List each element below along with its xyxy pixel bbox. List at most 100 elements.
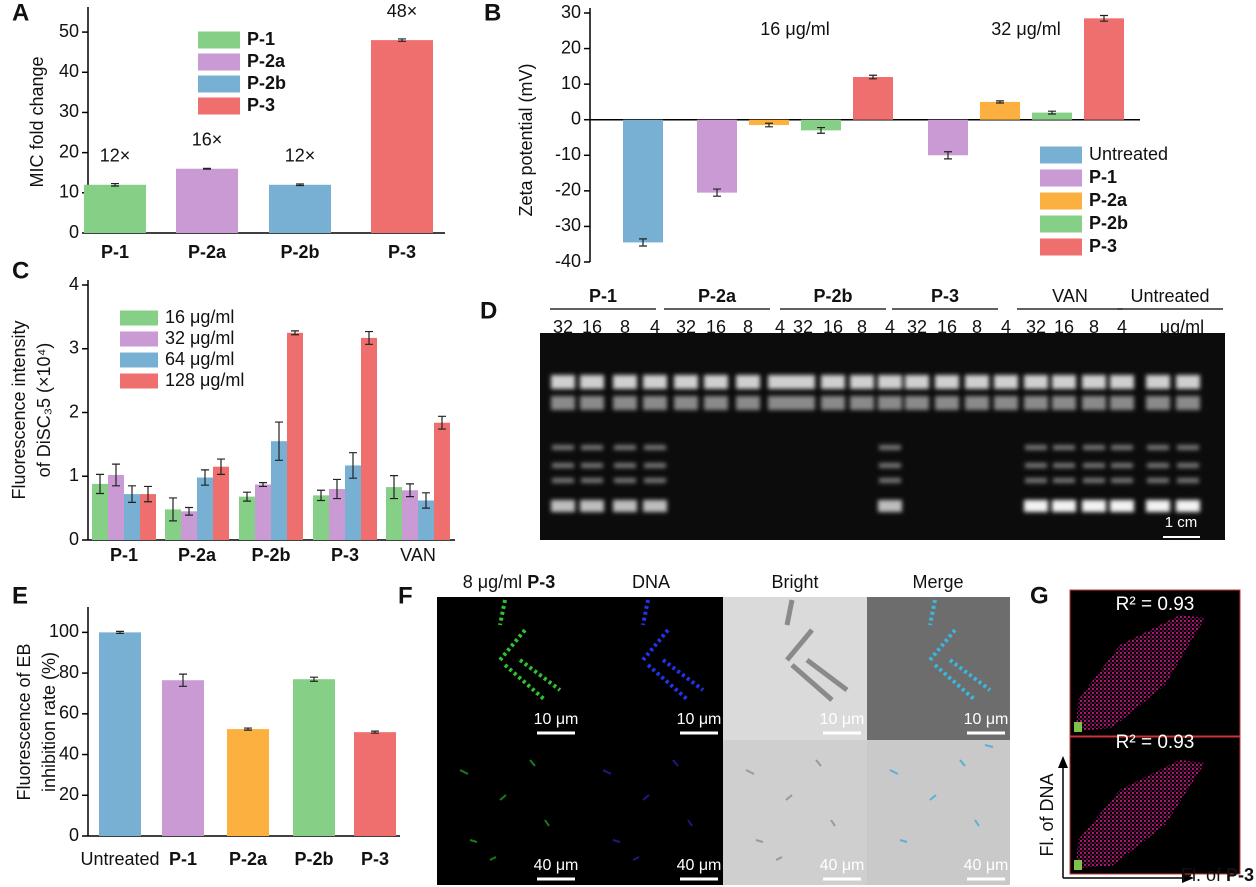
error-bar bbox=[765, 122, 773, 128]
gel-band bbox=[1147, 463, 1169, 468]
gel-band bbox=[821, 375, 845, 389]
gel-band bbox=[613, 396, 637, 410]
gel-band bbox=[1146, 500, 1170, 512]
bar bbox=[434, 422, 450, 540]
gel-band bbox=[551, 375, 575, 389]
error-bar bbox=[310, 676, 318, 682]
gel-lane-label: 16 bbox=[706, 317, 726, 337]
gel-lane-label: 8 bbox=[743, 317, 753, 337]
r-squared-label: R² = 0.93 bbox=[1116, 594, 1195, 615]
error-bar bbox=[296, 183, 304, 187]
gel-band bbox=[1083, 463, 1105, 468]
y-tick-label: 80 bbox=[59, 662, 79, 682]
legend-swatch bbox=[1040, 169, 1082, 187]
gel-band bbox=[879, 478, 901, 483]
gel-band bbox=[580, 500, 604, 512]
x-tick-label: P-2a bbox=[188, 242, 227, 262]
y-tick-label: 0 bbox=[571, 108, 581, 128]
bar bbox=[697, 119, 737, 193]
y-tick-label: 1 bbox=[69, 465, 79, 485]
gel-band bbox=[613, 500, 637, 512]
legend-swatch bbox=[120, 373, 158, 389]
bar bbox=[287, 332, 303, 540]
bar bbox=[749, 119, 789, 126]
bar bbox=[227, 729, 269, 836]
gel-band bbox=[1110, 375, 1134, 389]
gel-band bbox=[1111, 478, 1133, 483]
bar bbox=[329, 489, 345, 540]
x-tick-label: Untreated bbox=[80, 849, 159, 869]
y-tick-label: 4 bbox=[69, 274, 79, 294]
gel-band bbox=[1053, 463, 1075, 468]
gel-band bbox=[935, 396, 959, 410]
y-axis-label: MIC fold change bbox=[27, 56, 47, 187]
bar bbox=[354, 732, 396, 836]
gel-band bbox=[878, 396, 902, 410]
y-tick-label: 20 bbox=[59, 141, 79, 161]
legend-label: P-1 bbox=[247, 29, 275, 49]
y-axis-label: Fluorescence of EB bbox=[14, 643, 34, 800]
bar bbox=[402, 490, 418, 540]
error-bar bbox=[422, 492, 430, 509]
gel-band bbox=[552, 463, 574, 468]
gel-band bbox=[879, 463, 901, 468]
error-bar bbox=[398, 38, 406, 42]
error-bar bbox=[1100, 14, 1108, 22]
gel-band bbox=[736, 396, 760, 410]
gel-band bbox=[1082, 500, 1106, 512]
x-tick-label: P-3 bbox=[361, 849, 389, 869]
legend-swatch bbox=[198, 75, 240, 93]
bar bbox=[239, 496, 255, 540]
y-tick-label: 20 bbox=[561, 37, 581, 57]
scale-bar-label: 40 μm bbox=[534, 857, 579, 874]
error-bar bbox=[713, 188, 721, 197]
legend-label: P-3 bbox=[247, 95, 275, 115]
legend-label: P-2b bbox=[1089, 213, 1128, 233]
error-bar bbox=[201, 469, 209, 486]
legend-label: Untreated bbox=[1089, 144, 1168, 164]
gel-band bbox=[1177, 463, 1199, 468]
gel-band bbox=[1082, 396, 1106, 410]
y-tick-label: 20 bbox=[59, 784, 79, 804]
panel-label: A bbox=[12, 0, 29, 26]
y-axis-label: Fl. of DNA bbox=[1037, 773, 1057, 856]
gel-group-label: P-2a bbox=[698, 286, 737, 306]
image-column-title-part: Merge bbox=[912, 572, 963, 592]
gel-band bbox=[1111, 463, 1133, 468]
gel-lane-label: 32 bbox=[793, 317, 813, 337]
bar bbox=[371, 40, 433, 233]
gel-band bbox=[643, 396, 667, 410]
legend-swatch bbox=[198, 31, 240, 49]
y-tick-label: -20 bbox=[555, 180, 581, 200]
legend-swatch bbox=[1040, 146, 1082, 164]
gel-band bbox=[551, 396, 575, 410]
legend-label: 32 μg/ml bbox=[165, 328, 234, 348]
legend-swatch bbox=[1040, 238, 1082, 256]
gel-band bbox=[1052, 500, 1076, 512]
image-column-title: Bright bbox=[771, 572, 818, 592]
y-tick-label: 60 bbox=[59, 703, 79, 723]
gel-band bbox=[614, 445, 636, 450]
x-tick-label: P-1 bbox=[169, 849, 197, 869]
y-tick-label: 10 bbox=[59, 182, 79, 202]
y-axis-label: Zeta potential (mV) bbox=[516, 63, 536, 216]
gel-group-label: P-2b bbox=[813, 286, 852, 306]
error-bar bbox=[243, 491, 251, 502]
gel-band bbox=[1024, 396, 1048, 410]
gel-lane-label: 16 bbox=[937, 317, 957, 337]
error-bar bbox=[96, 473, 104, 495]
gel-band bbox=[551, 500, 575, 512]
gel-band bbox=[581, 463, 603, 468]
bar bbox=[255, 484, 271, 540]
panel-label: C bbox=[12, 257, 29, 284]
error-bar bbox=[333, 478, 341, 500]
x-tick-label: 32 μg/ml bbox=[991, 19, 1060, 39]
image-column-title: DNA bbox=[632, 572, 670, 592]
image-column-title: Merge bbox=[912, 572, 963, 592]
gel-lane-label: 4 bbox=[650, 317, 660, 337]
gel-lane-label: 32 bbox=[1026, 317, 1046, 337]
y-tick-label: -40 bbox=[555, 251, 581, 271]
bar bbox=[99, 632, 141, 836]
gel-band bbox=[1111, 445, 1133, 450]
y-tick-label: 30 bbox=[59, 101, 79, 121]
